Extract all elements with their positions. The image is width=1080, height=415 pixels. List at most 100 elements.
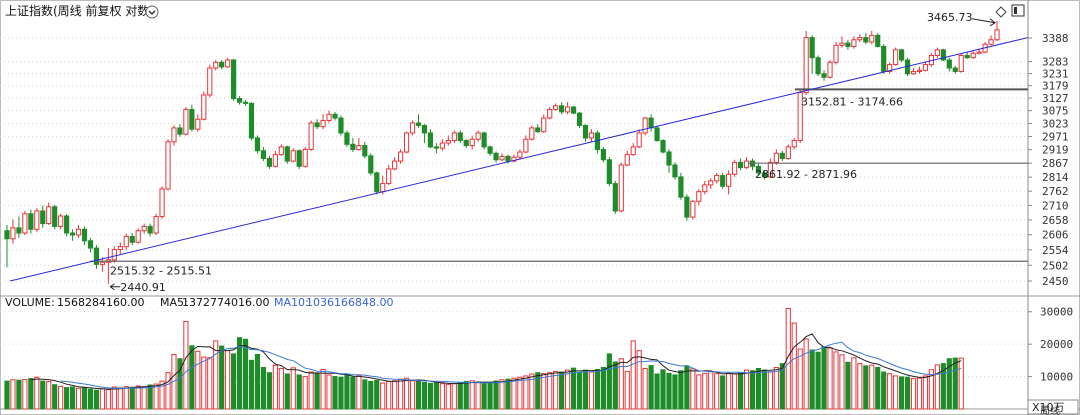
volume-bar <box>4 380 10 410</box>
volume-bar <box>69 386 76 410</box>
volume-bar <box>308 371 314 410</box>
candle-body <box>636 132 642 148</box>
candle-body <box>946 59 952 69</box>
candle <box>642 116 648 136</box>
candle <box>821 70 827 81</box>
candle <box>439 139 445 151</box>
volume-tick-label: 20000 <box>1040 338 1073 351</box>
candle-body <box>415 122 422 126</box>
chevron-down-icon[interactable] <box>145 5 159 19</box>
window-icon[interactable] <box>1011 4 1025 17</box>
candle <box>34 208 40 233</box>
ma5-value: 1372774016.00 <box>182 296 269 309</box>
candle <box>207 64 213 98</box>
volume-bar <box>582 369 589 410</box>
candle-body <box>272 154 278 167</box>
candle-body <box>10 227 16 240</box>
volume-bar <box>81 387 88 410</box>
price-tick-label: 3388 <box>1042 32 1069 45</box>
candle <box>648 114 654 132</box>
candle-body <box>117 246 123 251</box>
volume-bar <box>195 350 201 410</box>
candle-body <box>582 124 589 139</box>
candle-body <box>833 44 839 63</box>
candle-body <box>195 118 201 130</box>
volume-bar <box>672 374 678 410</box>
candle-body <box>559 105 565 113</box>
volume-bar <box>636 350 642 410</box>
candle-body <box>332 113 338 119</box>
volume-bar <box>594 368 601 410</box>
candle-body <box>910 70 917 75</box>
price-tick-label: 2606 <box>1042 229 1069 242</box>
volume-bar <box>433 382 439 410</box>
volume-bar <box>302 376 308 410</box>
candle <box>672 162 678 180</box>
candle <box>22 210 28 236</box>
candle <box>946 57 952 72</box>
volume-panel <box>4 307 964 410</box>
candle-body <box>505 155 511 162</box>
candle-body <box>767 161 773 178</box>
candle-body <box>320 119 326 128</box>
price-tick-label: 3231 <box>1042 68 1069 81</box>
candle <box>457 130 463 144</box>
volume-bar <box>296 374 302 410</box>
candle <box>702 180 708 195</box>
candle-body <box>93 247 100 265</box>
volume-bar <box>541 373 547 410</box>
candle <box>910 68 917 75</box>
candle-body <box>809 37 815 59</box>
volume-bar <box>666 372 672 410</box>
candle <box>213 60 219 71</box>
candle <box>559 102 565 115</box>
candle-body <box>451 132 457 142</box>
candle <box>16 216 22 238</box>
candle <box>767 158 773 179</box>
candle-body <box>743 160 750 169</box>
candle-body <box>147 225 153 234</box>
candle <box>52 204 58 230</box>
candle-body <box>171 127 177 143</box>
candle-body <box>845 42 851 47</box>
candle-body <box>815 57 821 75</box>
candle <box>893 47 899 66</box>
volume-bar <box>177 358 183 410</box>
price-tick-label: 2658 <box>1042 214 1069 227</box>
candle-body <box>988 39 994 45</box>
candle <box>594 130 601 154</box>
candle <box>875 33 881 48</box>
diamond-icon[interactable] <box>995 6 1007 18</box>
candle <box>791 137 797 150</box>
candle-body <box>666 151 672 166</box>
candle <box>887 62 893 74</box>
candle-body <box>487 146 493 154</box>
candle <box>600 146 606 163</box>
candle <box>952 65 958 74</box>
candle <box>75 225 82 238</box>
price-tick-label: 2919 <box>1042 144 1069 157</box>
volume-bar <box>952 357 958 410</box>
volume-bar <box>463 380 469 410</box>
volume-unit-label: X10万 <box>1032 401 1065 414</box>
candle-body <box>296 150 302 167</box>
candle <box>797 90 803 144</box>
volume-bar <box>99 388 105 410</box>
volume-bar <box>481 383 487 410</box>
candle <box>272 150 278 168</box>
volume-bar <box>523 375 529 410</box>
candle-body <box>863 37 869 43</box>
candle <box>535 124 541 133</box>
volume-bar <box>427 382 434 410</box>
volume-bar <box>284 373 290 410</box>
volume-bar <box>75 387 82 410</box>
candle-body <box>374 172 380 193</box>
candle-body <box>427 132 434 148</box>
volume-bar <box>857 363 863 410</box>
volume-bar <box>374 379 380 410</box>
candle <box>260 146 267 162</box>
candle <box>356 137 362 151</box>
candle <box>320 114 326 130</box>
candle <box>499 153 505 162</box>
volume-bar <box>368 380 374 410</box>
